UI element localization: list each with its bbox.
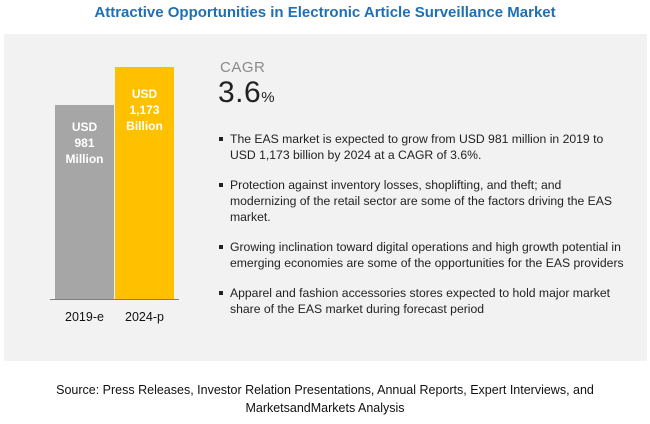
bullet-item: Apparel and fashion accessories stores e… [218, 285, 628, 317]
bar-value-label: USD [132, 87, 158, 101]
x-tick-label: 2019-e [65, 310, 104, 324]
chart-title: Attractive Opportunities in Electronic A… [94, 4, 556, 21]
cagr-unit: % [261, 89, 276, 106]
bar-value-label: 1,173 [129, 103, 159, 117]
x-tick-label: 2024-p [125, 310, 164, 324]
bullet-item: The EAS market is expected to grow from … [218, 131, 628, 163]
cagr-number: 3.6 [218, 76, 262, 109]
bar-value-label: USD [72, 120, 98, 134]
bar-value-label: Million [66, 152, 104, 166]
cagr-value: 3.6% [218, 76, 275, 110]
bullet-item: Protection against inventory losses, sho… [218, 177, 628, 225]
bar-value-label: Billion [126, 119, 163, 133]
bullet-list: The EAS market is expected to grow from … [218, 131, 628, 331]
bullet-item: Growing inclination toward digital opera… [218, 239, 628, 271]
bar-2019-e [55, 104, 114, 299]
cagr-label: CAGR [220, 59, 266, 76]
bar-2024-p [115, 67, 174, 299]
bar-value-label: 981 [74, 136, 94, 150]
source-note: Source: Press Releases, Investor Relatio… [56, 383, 594, 415]
